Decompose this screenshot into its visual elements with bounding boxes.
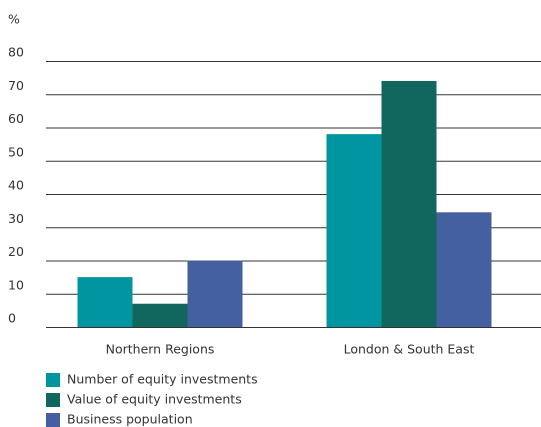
y-tick-label: 80: [8, 45, 24, 60]
bar: [381, 80, 437, 327]
legend-label: Business population: [67, 412, 193, 427]
bar: [187, 260, 243, 327]
x-tick-label: Northern Regions: [106, 342, 215, 357]
y-axis-label: %: [8, 12, 20, 27]
y-tick-label: 0: [8, 311, 16, 326]
y-tick-label: 70: [8, 78, 24, 93]
y-tick-label: 60: [8, 111, 24, 126]
y-tick-label: 50: [8, 144, 24, 159]
bar: [436, 212, 492, 327]
bar: [77, 277, 133, 327]
bar: [132, 303, 188, 327]
y-tick-label: 10: [8, 277, 24, 292]
legend-swatch: [46, 413, 60, 427]
legend-label: Number of equity investments: [67, 372, 258, 387]
legend-swatch: [46, 393, 60, 407]
legend-swatch: [46, 373, 60, 387]
y-tick-label: 20: [8, 244, 24, 259]
y-tick-label: 40: [8, 178, 24, 193]
y-tick-label: 30: [8, 211, 24, 226]
bar: [326, 134, 382, 327]
legend-label: Value of equity investments: [67, 392, 242, 407]
x-tick-label: London & South East: [344, 342, 475, 357]
